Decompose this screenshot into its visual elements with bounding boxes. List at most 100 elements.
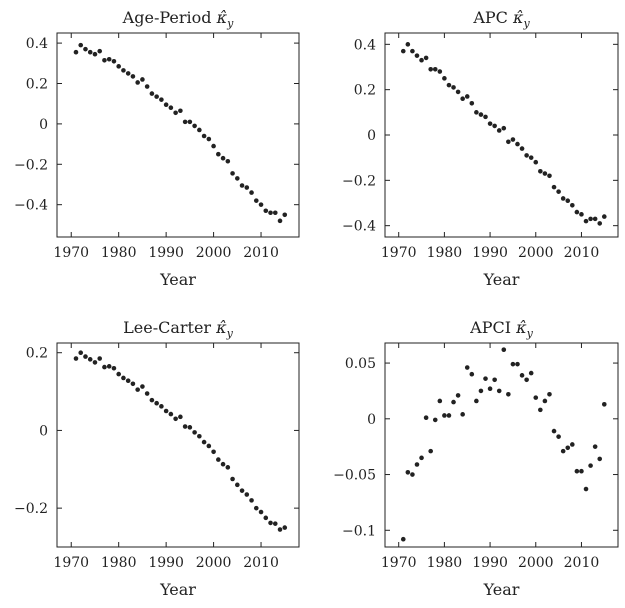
x-tick-label: 2010: [564, 245, 600, 261]
data-point: [249, 498, 254, 503]
data-point: [159, 404, 164, 409]
data-point: [178, 108, 183, 114]
x-tick-label: 2010: [564, 555, 600, 571]
data-point: [168, 411, 174, 417]
data-point: [414, 53, 420, 58]
data-point: [565, 198, 571, 204]
panel-title-text: APCI: [469, 318, 516, 337]
data-point: [451, 85, 456, 90]
data-point: [135, 387, 140, 392]
data-point: [487, 121, 493, 126]
data-point: [501, 125, 507, 131]
data-point: [410, 472, 415, 477]
data-point: [235, 482, 240, 488]
data-point: [244, 492, 250, 497]
data-point: [478, 388, 484, 394]
x-tick-label: 1990: [148, 245, 184, 261]
data-point: [451, 399, 456, 405]
y-tick-label: 0.2: [26, 346, 48, 362]
data-point: [216, 151, 221, 157]
data-point: [78, 42, 84, 48]
data-point: [277, 527, 283, 532]
data-point: [400, 536, 406, 542]
data-point: [570, 442, 575, 447]
data-point: [159, 97, 164, 102]
data-point: [551, 428, 557, 434]
y-tick-label: −0.1: [342, 523, 376, 539]
data-point: [538, 407, 543, 413]
kappa-symbol: κ̂: [515, 318, 527, 337]
data-point: [478, 112, 484, 117]
data-point: [249, 190, 254, 195]
kappa-subscript: y: [226, 327, 234, 340]
panel-title: Lee-Carter κ̂y: [123, 318, 234, 340]
data-point: [239, 183, 245, 188]
data-point: [116, 64, 121, 69]
data-point: [182, 424, 188, 429]
data-point: [253, 198, 259, 203]
data-point: [253, 505, 259, 511]
data-point: [225, 158, 231, 164]
panel-title: APCI κ̂y: [469, 318, 533, 340]
data-point: [268, 520, 273, 526]
data-point: [154, 400, 159, 406]
data-point: [97, 48, 103, 54]
data-point: [496, 388, 502, 394]
panel-age-period: 1970 1980 1990 2000 2010 0.4 0.2 0 −0.2 −0.4 Age-P…: [14, 8, 300, 289]
y-tick-label: 0.4: [26, 36, 48, 52]
data-point: [173, 110, 178, 116]
data-point: [428, 448, 433, 454]
x-tick-label: 2010: [243, 245, 279, 261]
data-point: [542, 171, 548, 176]
data-point: [277, 218, 283, 224]
x-tick-label: 1980: [427, 555, 463, 571]
x-tick-label: 1970: [381, 245, 417, 261]
data-point: [102, 364, 107, 370]
x-axis-label: Year: [483, 270, 520, 289]
data-point: [410, 48, 415, 54]
data-point: [528, 155, 534, 160]
data-point: [73, 49, 79, 55]
y-tick-label: 0: [367, 412, 376, 428]
data-point: [519, 373, 525, 378]
data-point: [130, 74, 136, 79]
data-point: [102, 57, 107, 63]
x-tick-label: 2000: [518, 245, 554, 261]
data-point: [419, 455, 424, 461]
data-point: [460, 96, 465, 102]
data-point: [149, 91, 155, 96]
data-point: [560, 448, 566, 454]
data-point: [282, 525, 288, 530]
data-point: [135, 80, 140, 85]
x-tick-label: 2000: [518, 555, 554, 571]
data-point: [268, 210, 273, 216]
data-point: [446, 82, 452, 88]
plot-frame: [56, 342, 300, 548]
data-point: [235, 176, 240, 181]
data-point: [78, 350, 84, 356]
data-point: [405, 470, 411, 475]
data-point: [121, 375, 126, 381]
data-point: [111, 365, 117, 371]
panel-title: Age-Period κ̂y: [122, 8, 234, 30]
data-point: [455, 393, 461, 398]
data-point: [144, 391, 150, 396]
data-point: [592, 444, 598, 449]
y-tick-label: −0.2: [342, 173, 376, 189]
data-point: [538, 168, 543, 174]
data-point: [547, 173, 552, 179]
plot-frame: [384, 32, 619, 238]
data-point: [272, 210, 278, 216]
x-tick-label: 1990: [472, 245, 508, 261]
data-point: [419, 57, 424, 63]
data-point: [510, 137, 516, 142]
data-point: [469, 100, 475, 106]
data-point: [140, 384, 145, 389]
panel-lee-carter: 1970 1980 1990 2000 2010 0.2 0 −0.2 Lee-Carter κ…: [14, 318, 300, 599]
data-point: [588, 216, 593, 222]
data-point: [528, 370, 534, 376]
data-point: [583, 486, 589, 492]
data-point: [116, 371, 121, 377]
data-point: [106, 56, 112, 62]
